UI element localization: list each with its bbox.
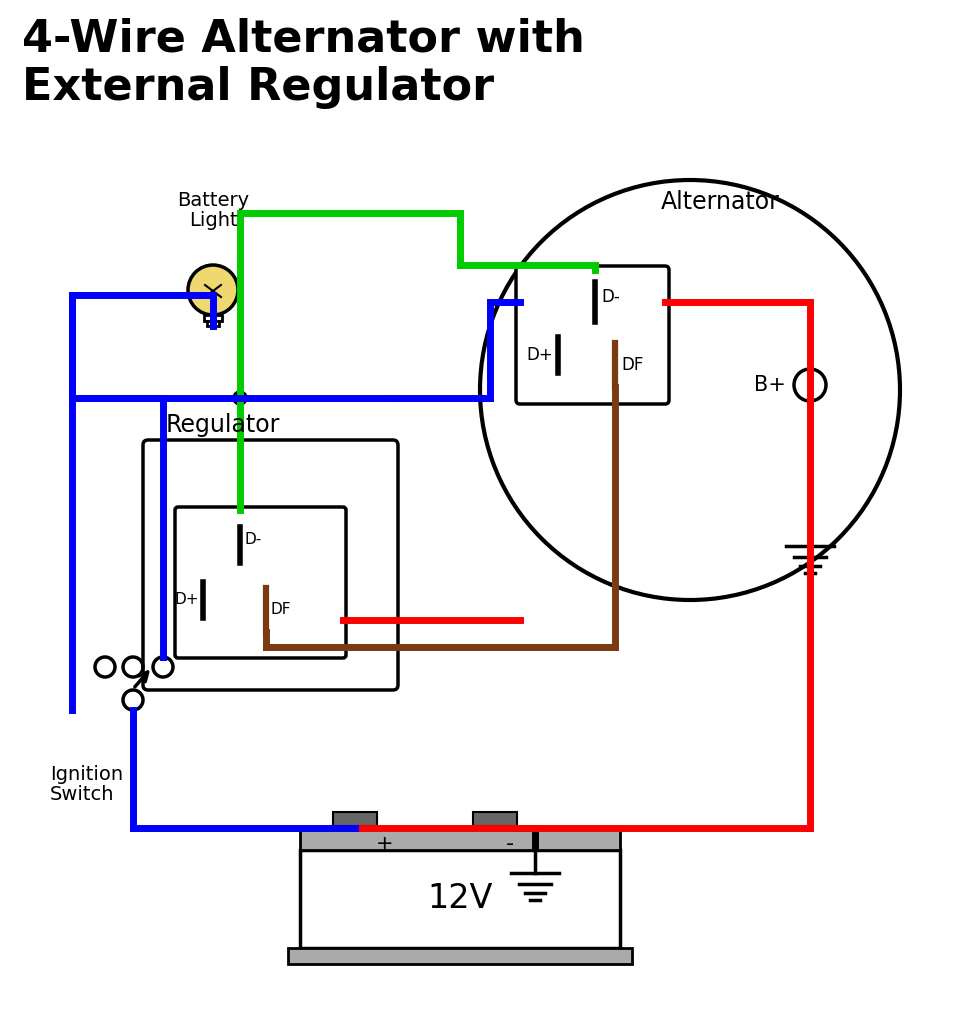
Text: Alternator: Alternator [660, 190, 780, 214]
Bar [204, 315, 222, 321]
Text: -: - [506, 834, 514, 854]
Text: D+: D+ [175, 593, 200, 607]
Bar [473, 812, 517, 826]
Text: 12V: 12V [427, 882, 492, 914]
Text: D-: D- [601, 288, 620, 306]
Bar [300, 850, 620, 948]
Bar [288, 948, 632, 964]
Text: DF: DF [621, 356, 643, 374]
Bar [300, 828, 620, 850]
Text: Ignition
Switch: Ignition Switch [50, 765, 123, 805]
Text: 4-Wire Alternator with
External Regulator: 4-Wire Alternator with External Regulato… [22, 18, 585, 110]
Text: DF: DF [271, 602, 292, 617]
Text: Regulator: Regulator [166, 413, 280, 437]
Text: B+: B+ [755, 375, 786, 395]
Text: D+: D+ [526, 346, 553, 364]
FancyBboxPatch shape [143, 440, 398, 690]
Circle shape [188, 265, 238, 315]
Circle shape [233, 391, 247, 406]
Text: D-: D- [245, 532, 262, 548]
Bar [333, 812, 377, 826]
FancyBboxPatch shape [516, 266, 669, 404]
Text: +: + [376, 834, 394, 854]
Text: Battery
Light: Battery Light [177, 190, 249, 230]
FancyBboxPatch shape [175, 507, 346, 658]
Bar [207, 321, 219, 326]
